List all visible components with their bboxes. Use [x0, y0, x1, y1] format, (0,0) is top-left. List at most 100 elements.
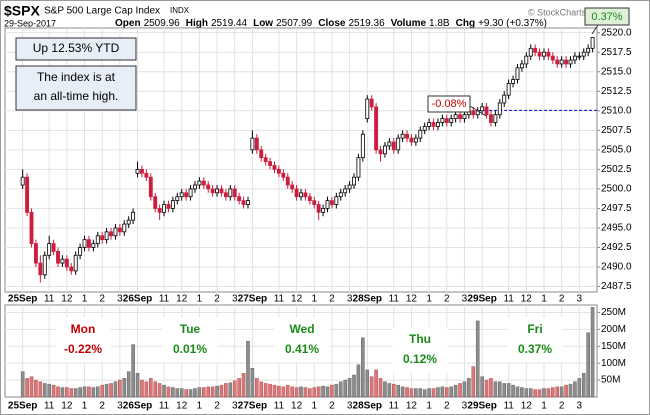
day-change: 0.37%	[518, 342, 552, 356]
stat-value: 2507.99	[276, 18, 313, 29]
x-tick-label: 11	[389, 401, 400, 412]
volume-bar	[285, 384, 290, 398]
x-tick-label: 2	[444, 294, 450, 305]
candle-body	[166, 204, 171, 209]
x-tick-label: 1	[426, 401, 432, 412]
volume-bar	[148, 378, 153, 398]
volume-bar	[118, 379, 122, 398]
candle-body	[131, 211, 136, 221]
volume-bar	[157, 383, 162, 398]
candle-body	[489, 114, 493, 123]
volume-bar	[590, 307, 595, 398]
volume-bar	[277, 385, 281, 398]
y-tick-label: 2517.5	[601, 47, 632, 58]
exchange: INDX	[170, 6, 190, 15]
day-name: Thu	[409, 332, 431, 346]
candle-body	[343, 188, 348, 194]
high-text: an all-time high.	[34, 89, 119, 103]
x-tick-label: 26Sep	[123, 401, 152, 412]
x-tick-label: 2	[99, 401, 105, 412]
candle-body	[268, 161, 273, 166]
stat-label: Chg	[456, 18, 475, 29]
candle-body	[409, 137, 414, 143]
volume-bar	[551, 387, 555, 398]
x-tick-label: 2	[214, 294, 220, 305]
candle-body	[254, 137, 259, 151]
candle-body	[422, 126, 427, 131]
candle-body	[299, 192, 303, 198]
x-tick-label: 11	[274, 294, 285, 305]
candle-body	[78, 247, 83, 256]
volume-bar	[122, 378, 127, 398]
x-tick-label: 12	[521, 401, 533, 412]
candle-body	[325, 200, 330, 209]
volume-bar	[135, 373, 140, 398]
volume-bar	[47, 383, 51, 398]
candle-body	[29, 211, 34, 244]
date: 29-Sep-2017	[4, 18, 56, 28]
volume-bar	[246, 340, 250, 398]
volume-bar	[542, 388, 546, 398]
y-tick-label: 2490.0	[601, 262, 632, 273]
volume-bar	[564, 384, 568, 398]
volume-bar	[396, 384, 400, 398]
candle-body	[352, 176, 356, 186]
volume-bar	[250, 368, 255, 398]
candle-body	[175, 196, 180, 202]
volume-bar	[126, 371, 131, 398]
volume-bar	[104, 383, 109, 398]
volume-bar	[109, 383, 113, 398]
high-box	[15, 65, 137, 111]
x-tick-label: 29Sep	[467, 294, 496, 305]
candle-body	[484, 106, 489, 116]
candle-body	[387, 141, 392, 147]
volume-bar	[343, 379, 347, 398]
x-tick-label: 1	[541, 401, 547, 412]
candle-body	[219, 188, 224, 194]
volume-bar	[471, 366, 476, 398]
candle-body	[418, 129, 423, 139]
candle-body	[285, 176, 290, 186]
candle-body	[360, 133, 365, 159]
candle-body	[263, 157, 268, 162]
x-tick-label: 1	[197, 294, 203, 305]
x-tick-label: 28Sep	[353, 294, 382, 305]
volume-bar	[462, 381, 467, 398]
volume-bar	[42, 383, 47, 398]
candle-body	[564, 59, 569, 65]
x-tick-label: 11	[159, 401, 170, 412]
volume-bar	[140, 379, 144, 398]
x-tick-label: 11	[44, 401, 55, 412]
volume-bar	[202, 387, 206, 398]
candle-body	[113, 227, 118, 237]
volume-bar	[559, 386, 564, 398]
x-tick-label: 11	[389, 294, 400, 305]
candle-body	[86, 239, 91, 248]
volume-bar	[374, 369, 378, 398]
stat-value: 1.8B	[429, 18, 450, 29]
stat-label: Close	[318, 18, 346, 29]
candle-body	[246, 200, 250, 205]
candle-body	[56, 250, 60, 264]
candle-body	[493, 114, 498, 123]
volume-bar	[113, 381, 118, 398]
stat-value: +9.30 (+0.37%)	[478, 18, 547, 29]
volume-bar	[391, 383, 396, 398]
candle-body	[555, 59, 560, 65]
arrow	[591, 24, 599, 35]
candle-body	[537, 51, 542, 57]
candle-body	[148, 176, 153, 198]
volume-bar	[312, 387, 317, 398]
candle-body	[135, 168, 140, 174]
y-tick-label: 2500.0	[601, 184, 632, 195]
stat-value: 2519.44	[211, 18, 248, 29]
candle-body	[206, 184, 211, 190]
volume-bar	[321, 385, 325, 398]
ytd-box	[15, 37, 137, 61]
volume-bar	[29, 376, 34, 398]
volume-bar	[78, 387, 82, 398]
open-change-box	[427, 95, 471, 113]
stats: Open 2509.96 High 2519.44 Low 2507.99 Close 251…	[115, 18, 547, 29]
candle-body	[462, 114, 467, 120]
stat-value: 2509.96	[144, 18, 181, 29]
